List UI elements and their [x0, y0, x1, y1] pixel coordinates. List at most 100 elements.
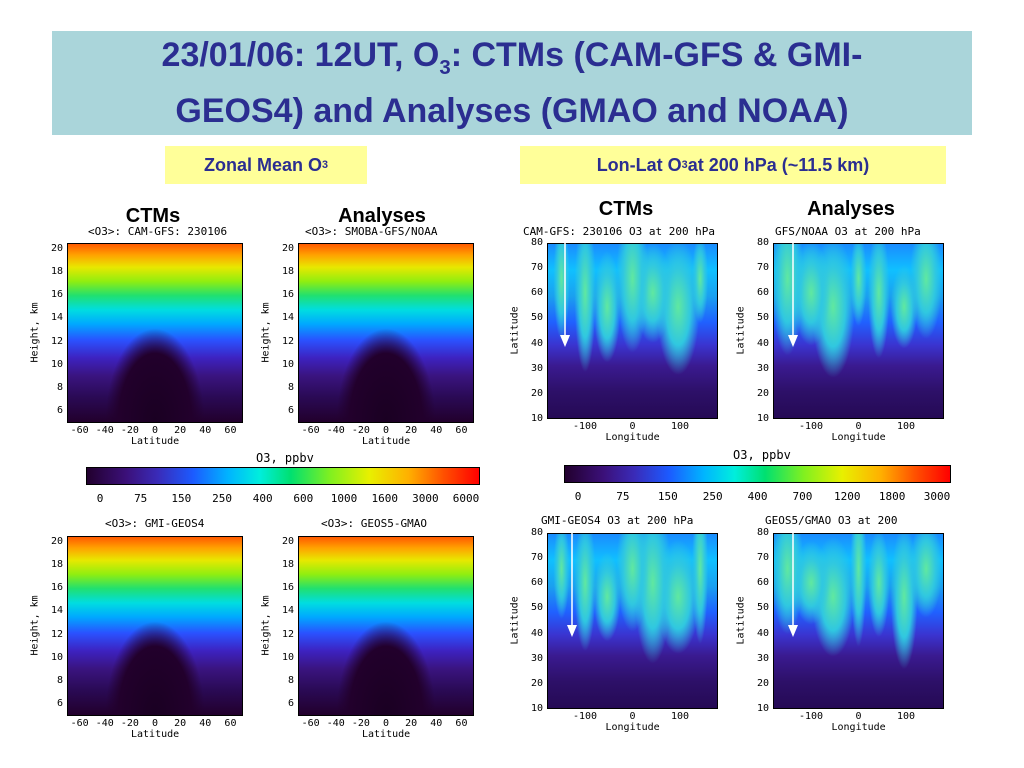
y-tick-label: 8 [288, 675, 295, 687]
chart-title: <O3>: CAM-GFS: 230106 [88, 225, 228, 238]
y-tick-label: 8 [288, 382, 295, 394]
arrow-indicator [788, 239, 798, 347]
ctms-header-left: CTMs [125, 205, 181, 227]
x-tick-label: -20 [351, 718, 370, 729]
colorbar-tick-label: 3000 [412, 492, 439, 505]
y-tick-label: 14 [282, 605, 295, 617]
arrow-indicator [567, 529, 577, 637]
y-tick-label: 16 [282, 289, 295, 301]
colorbar-tick-label: 400 [252, 492, 273, 505]
y-tick-label: 60 [757, 577, 770, 589]
y-tick-label: 14 [282, 312, 295, 324]
colorbar-tick-label: 1800 [878, 490, 906, 503]
x-tick-label: -40 [326, 718, 345, 729]
colorbar-tick-label: 1000 [330, 492, 358, 505]
y-tick-label: 10 [531, 703, 544, 714]
y-tick-label: 16 [51, 582, 64, 594]
x-tick-label: 60 [224, 718, 237, 729]
arrow-indicator [560, 239, 570, 347]
colorbar-tick-label: 1600 [371, 492, 398, 505]
y-tick-label: 40 [757, 337, 770, 349]
y-tick-label: 18 [282, 266, 295, 278]
x-tick-label: -20 [120, 425, 139, 436]
analyses-header-left: Analyses [338, 205, 426, 227]
y-tick-label: 18 [282, 559, 295, 571]
heatmap-area [547, 243, 718, 419]
y-tick-label: 20 [531, 387, 544, 399]
y-tick-label: 10 [51, 358, 64, 370]
y-tick-label: 20 [531, 677, 544, 689]
y-tick-label: 60 [757, 287, 770, 299]
x-tick-label: 0 [629, 421, 636, 432]
x-axis-label: Latitude [362, 436, 411, 447]
x-tick-label: 60 [224, 425, 237, 436]
y-tick-label: 40 [531, 337, 544, 349]
title-line-2: GEOS4) and Analyses (GMAO and NOAA) [175, 92, 849, 131]
x-tick-label: -100 [799, 421, 824, 432]
x-tick-label: 40 [430, 718, 443, 729]
x-tick-label: 0 [383, 425, 390, 436]
y-tick-label: 12 [51, 628, 64, 640]
colorbar-tick-label: 150 [657, 490, 678, 503]
y-tick-label: 10 [757, 703, 770, 714]
ctms-header-right: CTMs [598, 198, 654, 220]
x-tick-label: -20 [351, 425, 370, 436]
x-tick-label: 0 [152, 718, 159, 729]
colorbar-tick-label: 250 [212, 492, 232, 505]
x-tick-label: -40 [95, 425, 114, 436]
y-tick-label: 80 [757, 237, 770, 248]
y-tick-label: 10 [757, 413, 770, 424]
y-tick-label: 8 [57, 675, 64, 687]
x-tick-label: 40 [430, 425, 443, 436]
x-tick-label: -20 [120, 718, 139, 729]
y-tick-label: 50 [531, 312, 544, 324]
y-axis-label: Height, km [29, 595, 41, 656]
y-tick-label: 70 [531, 552, 544, 564]
y-axis-label: Height, km [260, 595, 272, 656]
colorbar-tick-label: 150 [171, 492, 192, 505]
chart-title: GMI-GEOS4 O3 at 200 hPa [541, 514, 694, 527]
x-tick-label: 0 [383, 718, 390, 729]
x-axis-label: Latitude [362, 729, 411, 740]
y-tick-label: 8 [57, 382, 64, 394]
y-tick-label: 20 [757, 387, 770, 399]
slide-title: 23/01/06: 12UT, O3: CTMs (CAM-GFS & GMI-… [52, 31, 972, 135]
y-tick-label: 16 [282, 582, 295, 594]
x-tick-label: -100 [573, 421, 598, 432]
x-tick-label: 100 [897, 421, 916, 432]
chart-title: GFS/NOAA O3 at 200 hPa [775, 225, 921, 238]
y-tick-label: 14 [51, 605, 64, 617]
y-tick-label: 80 [531, 237, 544, 248]
y-tick-label: 70 [757, 552, 770, 564]
x-tick-label: 100 [897, 711, 916, 722]
x-tick-label: 60 [455, 425, 468, 436]
y-tick-label: 50 [531, 602, 544, 614]
y-tick-label: 10 [531, 413, 544, 424]
colorbar-left [86, 467, 480, 485]
y-tick-label: 16 [51, 289, 64, 301]
colorbar-tick-label: 250 [702, 490, 723, 503]
x-axis-label: Longitude [831, 722, 886, 733]
colorbar-tick-label: 0 [574, 490, 582, 503]
y-tick-label: 60 [531, 287, 544, 299]
y-tick-label: 20 [282, 535, 295, 547]
colorbar-tick-label: 75 [616, 490, 630, 503]
y-axis-label: Latitude [735, 306, 747, 355]
y-tick-label: 80 [757, 527, 770, 538]
y-tick-label: 30 [757, 362, 770, 374]
x-tick-label: -40 [326, 425, 345, 436]
x-tick-label: 0 [855, 711, 862, 722]
y-tick-label: 20 [51, 242, 64, 254]
y-axis-label: Height, km [260, 302, 272, 363]
x-tick-label: -100 [799, 711, 824, 722]
y-tick-label: 30 [531, 652, 544, 664]
y-tick-label: 10 [282, 651, 295, 663]
colorbar-tick-label: 400 [747, 490, 768, 503]
x-axis-label: Longitude [831, 432, 886, 443]
x-axis-label: Latitude [131, 436, 180, 447]
x-tick-label: 100 [671, 421, 690, 432]
y-tick-label: 20 [757, 677, 770, 689]
title-line-1: 23/01/06: 12UT, O3: CTMs (CAM-GFS & GMI- [161, 35, 863, 79]
